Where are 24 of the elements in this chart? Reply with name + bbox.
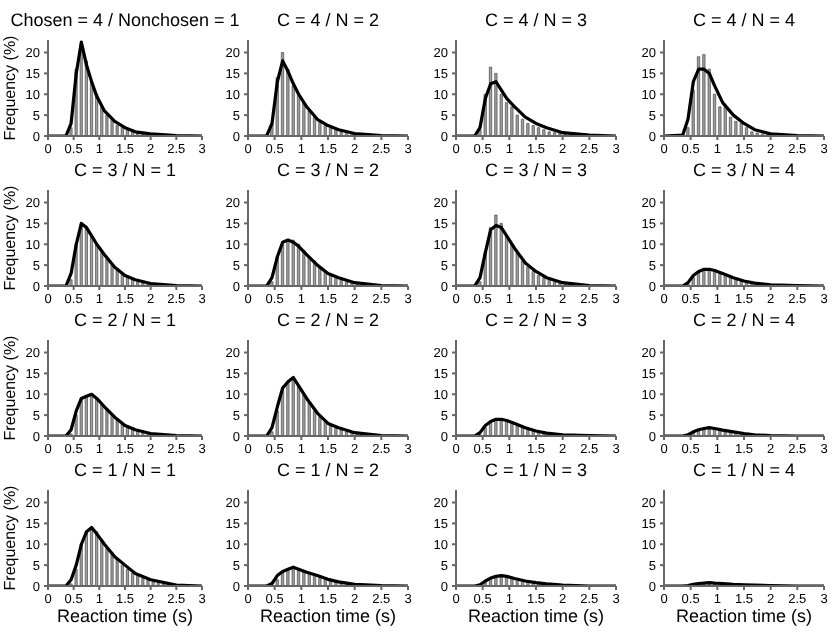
y-axis-title: Frequency (%) bbox=[1, 485, 19, 591]
chart-title: C = 4 / N = 3 bbox=[482, 10, 590, 30]
chart-title: C = 1 / N = 3 bbox=[482, 460, 590, 480]
chart-title: C = 2 / N = 2 bbox=[274, 310, 382, 330]
y-axis-title: Frequency (%) bbox=[1, 335, 19, 441]
chart-title: C = 3 / N = 4 bbox=[690, 160, 798, 180]
chart-title: C = 2 / N = 1 bbox=[71, 310, 179, 330]
y-axis-title: Frequency (%) bbox=[1, 35, 19, 141]
chart-title: C = 1 / N = 4 bbox=[690, 460, 798, 480]
x-axis-title: Reaction time (s) bbox=[673, 606, 815, 626]
chart-title: C = 4 / N = 4 bbox=[690, 10, 798, 30]
x-axis-title: Reaction time (s) bbox=[54, 606, 196, 626]
chart-title: C = 3 / N = 2 bbox=[274, 160, 382, 180]
chart-title: C = 3 / N = 3 bbox=[482, 160, 590, 180]
chart-title: C = 1 / N = 2 bbox=[274, 460, 382, 480]
chart-title: C = 4 / N = 2 bbox=[276, 10, 380, 30]
chart-title: C = 2 / N = 4 bbox=[690, 310, 798, 330]
chart-title: C = 1 / N = 1 bbox=[71, 460, 179, 480]
x-axis-title: Reaction time (s) bbox=[465, 606, 607, 626]
y-axis-title: Frequency (%) bbox=[1, 185, 19, 291]
chart-title: C = 3 / N = 1 bbox=[71, 160, 179, 180]
chart-title: C = 2 / N = 3 bbox=[482, 310, 590, 330]
x-axis-title: Reaction time (s) bbox=[257, 606, 399, 626]
chart-title: Chosen = 4 / Nonchosen = 1 bbox=[8, 10, 242, 30]
